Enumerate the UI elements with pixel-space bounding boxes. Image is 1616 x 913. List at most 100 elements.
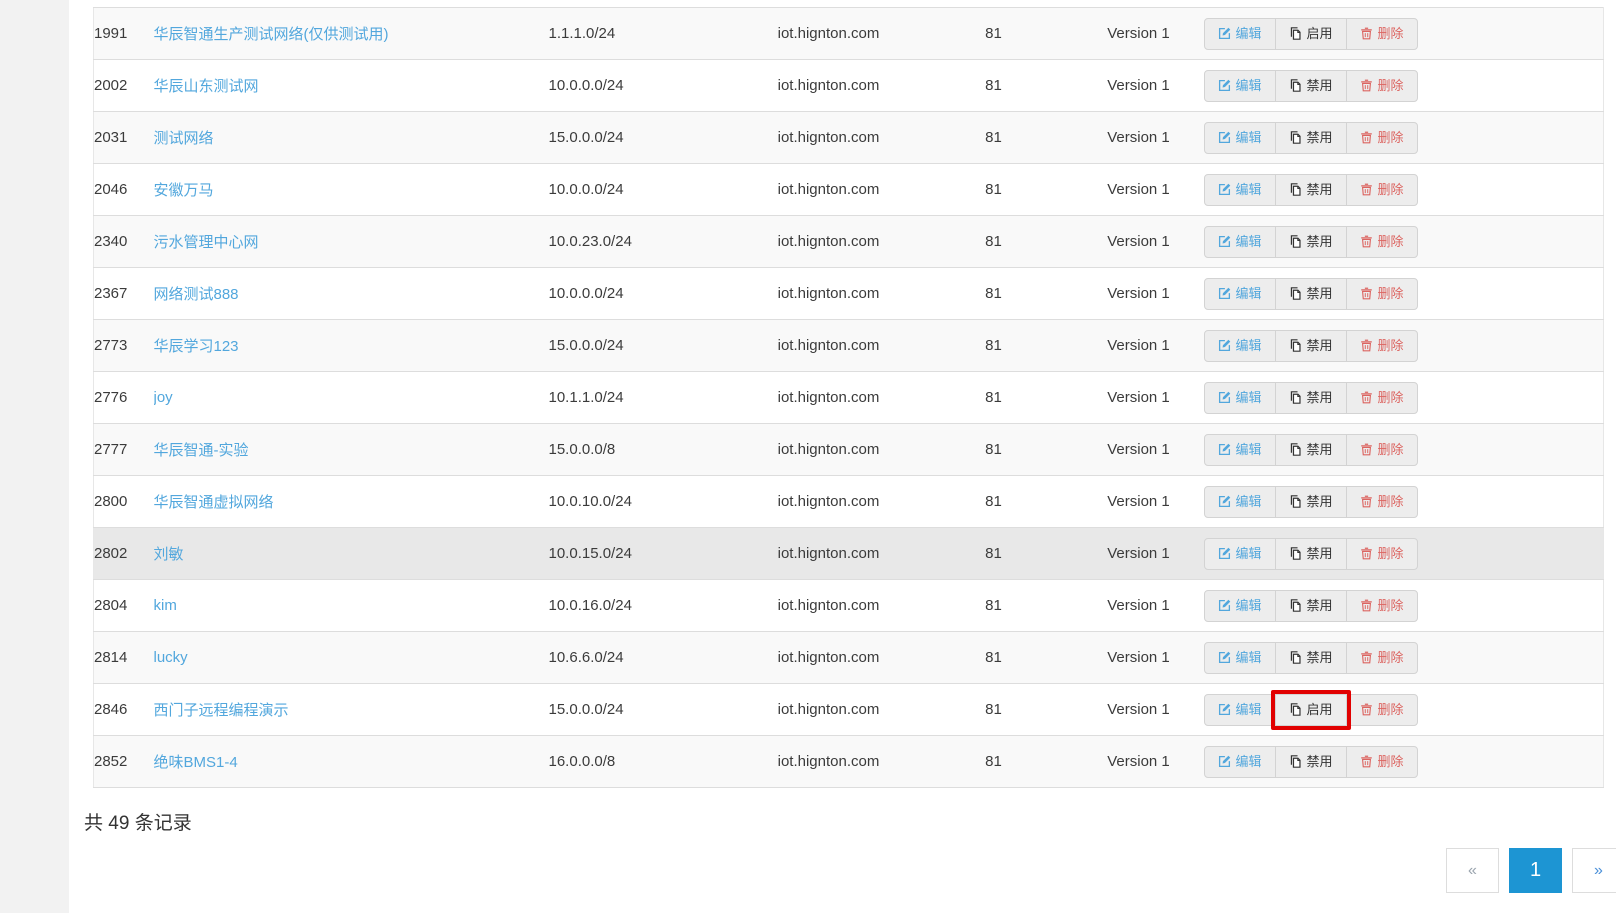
network-name-link[interactable]: 网络测试888 xyxy=(153,286,239,303)
network-port: 81 xyxy=(913,527,1074,580)
toggle-button[interactable]: 禁用 xyxy=(1274,537,1347,570)
delete-button[interactable]: 删除 xyxy=(1345,433,1418,466)
network-version: Version 1 xyxy=(1073,475,1204,528)
network-name-link[interactable]: 华辰智通虚拟网络 xyxy=(153,494,274,511)
edit-button[interactable]: 编辑 xyxy=(1203,69,1276,102)
delete-button[interactable]: 删除 xyxy=(1345,589,1418,622)
delete-button[interactable]: 删除 xyxy=(1345,537,1418,570)
toggle-button-label: 启用 xyxy=(1306,702,1333,717)
delete-button[interactable]: 删除 xyxy=(1345,173,1418,206)
toggle-button-label: 禁用 xyxy=(1306,546,1333,561)
delete-button-label: 删除 xyxy=(1377,286,1404,301)
pagination-next-button[interactable]: » xyxy=(1572,848,1616,893)
edit-button[interactable]: 编辑 xyxy=(1203,173,1276,206)
toggle-button[interactable]: 启用 xyxy=(1274,17,1347,50)
toggle-button[interactable]: 禁用 xyxy=(1274,589,1347,622)
network-name-link[interactable]: 污水管理中心网 xyxy=(153,234,259,251)
delete-button-label: 删除 xyxy=(1377,702,1404,717)
delete-button-label: 删除 xyxy=(1377,338,1404,353)
network-name-link[interactable]: 测试网络 xyxy=(153,130,214,147)
toggle-button[interactable]: 禁用 xyxy=(1274,433,1347,466)
edit-icon xyxy=(1218,183,1231,196)
row-actions: 编辑 禁用 xyxy=(1203,69,1418,102)
network-name-link[interactable]: lucky xyxy=(153,649,188,666)
network-domain: iot.hignton.com xyxy=(743,7,914,60)
network-name-link[interactable]: 安徽万马 xyxy=(153,182,214,199)
network-domain: iot.hignton.com xyxy=(743,59,914,112)
pagination-prev-button[interactable]: « xyxy=(1446,848,1499,893)
delete-button[interactable]: 删除 xyxy=(1345,225,1418,258)
toggle-button[interactable]: 禁用 xyxy=(1274,173,1347,206)
delete-button[interactable]: 删除 xyxy=(1345,69,1418,102)
edit-button[interactable]: 编辑 xyxy=(1203,277,1276,310)
edit-icon xyxy=(1218,755,1231,768)
toggle-button[interactable]: 禁用 xyxy=(1274,121,1347,154)
edit-icon xyxy=(1218,495,1231,508)
network-version: Version 1 xyxy=(1073,319,1204,372)
delete-button[interactable]: 删除 xyxy=(1345,17,1418,50)
toggle-button[interactable]: 禁用 xyxy=(1274,277,1347,310)
toggle-button[interactable]: 禁用 xyxy=(1274,745,1347,778)
delete-button[interactable]: 删除 xyxy=(1345,381,1418,414)
toggle-button-label: 禁用 xyxy=(1306,78,1333,93)
edit-button-label: 编辑 xyxy=(1235,234,1262,249)
toggle-button[interactable]: 禁用 xyxy=(1274,381,1347,414)
network-name-link[interactable]: 华辰智通-实验 xyxy=(153,442,249,459)
toggle-button-label: 禁用 xyxy=(1306,234,1333,249)
edit-button[interactable]: 编辑 xyxy=(1203,589,1276,622)
network-domain: iot.hignton.com xyxy=(743,683,914,736)
network-cidr: 10.0.10.0/24 xyxy=(548,475,744,528)
network-name-link[interactable]: kim xyxy=(153,597,177,614)
network-name-link[interactable]: 刘敏 xyxy=(153,546,184,563)
edit-button[interactable]: 编辑 xyxy=(1203,485,1276,518)
edit-button[interactable]: 编辑 xyxy=(1203,433,1276,466)
network-cidr: 15.0.0.0/24 xyxy=(548,319,744,372)
delete-button[interactable]: 删除 xyxy=(1345,485,1418,518)
edit-button[interactable]: 编辑 xyxy=(1203,537,1276,570)
row-actions: 编辑 禁用 xyxy=(1203,173,1418,206)
toggle-button-label: 禁用 xyxy=(1306,650,1333,665)
toggle-button[interactable]: 禁用 xyxy=(1274,329,1347,362)
copy-icon xyxy=(1289,703,1302,716)
table-row: 2002 华辰山东测试网 10.0.0.0/24 iot.hignton.com… xyxy=(93,59,1604,112)
network-id: 1991 xyxy=(93,7,154,60)
network-name-link[interactable]: joy xyxy=(153,389,173,406)
edit-icon xyxy=(1218,651,1231,664)
delete-button[interactable]: 删除 xyxy=(1345,121,1418,154)
network-name-link[interactable]: 华辰山东测试网 xyxy=(153,78,259,95)
delete-button[interactable]: 删除 xyxy=(1345,641,1418,674)
delete-button[interactable]: 删除 xyxy=(1345,745,1418,778)
edit-button[interactable]: 编辑 xyxy=(1203,225,1276,258)
network-name-link[interactable]: 西门子远程编程演示 xyxy=(153,702,289,719)
edit-button-label: 编辑 xyxy=(1235,702,1262,717)
edit-button[interactable]: 编辑 xyxy=(1203,121,1276,154)
toggle-button[interactable]: 禁用 xyxy=(1274,641,1347,674)
edit-button[interactable]: 编辑 xyxy=(1203,745,1276,778)
edit-button[interactable]: 编辑 xyxy=(1203,381,1276,414)
network-domain: iot.hignton.com xyxy=(743,267,914,320)
network-name-link[interactable]: 华辰智通生产测试网络(仅供测试用) xyxy=(153,26,389,43)
delete-button[interactable]: 删除 xyxy=(1345,329,1418,362)
pagination-page-1-button[interactable]: 1 xyxy=(1509,848,1562,893)
edit-button[interactable]: 编辑 xyxy=(1203,693,1276,726)
edit-button[interactable]: 编辑 xyxy=(1203,329,1276,362)
network-cidr: 15.0.0.0/24 xyxy=(548,683,744,736)
toggle-button[interactable]: 启用 xyxy=(1270,689,1351,730)
network-name-link[interactable]: 华辰学习123 xyxy=(153,338,239,355)
network-version: Version 1 xyxy=(1073,111,1204,164)
toggle-button[interactable]: 禁用 xyxy=(1274,485,1347,518)
edit-button[interactable]: 编辑 xyxy=(1203,17,1276,50)
edit-button[interactable]: 编辑 xyxy=(1203,641,1276,674)
network-cidr: 10.0.16.0/24 xyxy=(548,579,744,632)
toggle-button[interactable]: 禁用 xyxy=(1274,69,1347,102)
delete-button[interactable]: 删除 xyxy=(1345,277,1418,310)
toggle-button[interactable]: 禁用 xyxy=(1274,225,1347,258)
network-port: 81 xyxy=(913,267,1074,320)
network-port: 81 xyxy=(913,7,1074,60)
edit-icon xyxy=(1218,599,1231,612)
network-name-link[interactable]: 绝味BMS1-4 xyxy=(153,754,238,771)
network-cidr: 15.0.0.0/24 xyxy=(548,111,744,164)
toggle-button-label: 禁用 xyxy=(1306,182,1333,197)
network-domain: iot.hignton.com xyxy=(743,163,914,216)
delete-button[interactable]: 删除 xyxy=(1345,693,1418,726)
